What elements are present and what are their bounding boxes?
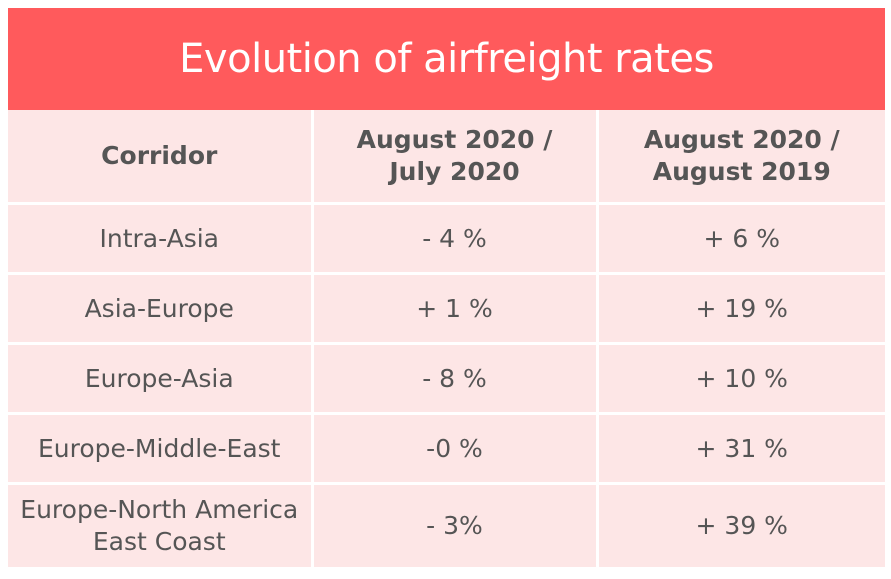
month-change-cell: + 1 % [310, 272, 599, 345]
rates-table: Corridor August 2020 / July 2020 August … [8, 110, 885, 567]
month-change-cell: - 3% [310, 482, 599, 567]
month-change-cell: - 4 % [310, 202, 599, 275]
table-row: Asia-Europe + 1 % + 19 % [8, 272, 885, 345]
corridor-cell-text: Europe-North America East Coast [20, 495, 299, 556]
column-header-month: August 2020 / July 2020 [310, 110, 599, 205]
column-header-month-text: August 2020 / July 2020 [356, 125, 553, 186]
corridor-cell: Europe-Asia [8, 342, 314, 415]
column-header-year: August 2020 / August 2019 [595, 110, 885, 205]
corridor-cell: Europe-Middle-East [8, 412, 314, 485]
year-change-cell: + 6 % [595, 202, 885, 275]
header-row: Corridor August 2020 / July 2020 August … [8, 110, 885, 205]
table-row: Intra-Asia - 4 % + 6 % [8, 202, 885, 275]
year-change-cell: + 39 % [595, 482, 885, 567]
table-row: Europe-North America East Coast - 3% + 3… [8, 482, 885, 567]
table-row: Europe-Asia - 8 % + 10 % [8, 342, 885, 415]
year-change-cell: + 10 % [595, 342, 885, 415]
corridor-cell: Intra-Asia [8, 202, 314, 275]
column-header-year-text: August 2020 / August 2019 [643, 125, 840, 186]
year-change-cell: + 31 % [595, 412, 885, 485]
month-change-cell: -0 % [310, 412, 599, 485]
corridor-cell: Europe-North America East Coast [8, 482, 314, 567]
table-title: Evolution of airfreight rates [8, 8, 885, 110]
year-change-cell: + 19 % [595, 272, 885, 345]
table-row: Europe-Middle-East -0 % + 31 % [8, 412, 885, 485]
month-change-cell: - 8 % [310, 342, 599, 415]
column-header-corridor: Corridor [8, 110, 314, 205]
corridor-cell: Asia-Europe [8, 272, 314, 345]
rates-table-card: Evolution of airfreight rates Corridor A… [8, 8, 885, 567]
